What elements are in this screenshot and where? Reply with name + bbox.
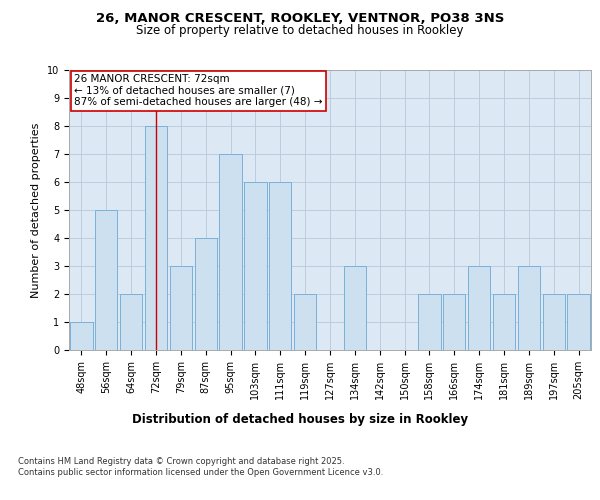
Bar bbox=[518, 266, 540, 350]
Bar bbox=[493, 294, 515, 350]
Bar bbox=[220, 154, 242, 350]
Text: 26 MANOR CRESCENT: 72sqm
← 13% of detached houses are smaller (7)
87% of semi-de: 26 MANOR CRESCENT: 72sqm ← 13% of detach… bbox=[74, 74, 323, 108]
Bar bbox=[468, 266, 490, 350]
Bar bbox=[145, 126, 167, 350]
Bar bbox=[95, 210, 118, 350]
Bar bbox=[418, 294, 440, 350]
Bar bbox=[120, 294, 142, 350]
Text: Distribution of detached houses by size in Rookley: Distribution of detached houses by size … bbox=[132, 412, 468, 426]
Bar bbox=[344, 266, 366, 350]
Bar bbox=[244, 182, 266, 350]
Bar bbox=[443, 294, 466, 350]
Y-axis label: Number of detached properties: Number of detached properties bbox=[31, 122, 41, 298]
Bar bbox=[170, 266, 192, 350]
Bar bbox=[294, 294, 316, 350]
Bar bbox=[542, 294, 565, 350]
Bar bbox=[70, 322, 92, 350]
Bar bbox=[269, 182, 292, 350]
Text: Size of property relative to detached houses in Rookley: Size of property relative to detached ho… bbox=[136, 24, 464, 37]
Text: Contains HM Land Registry data © Crown copyright and database right 2025.
Contai: Contains HM Land Registry data © Crown c… bbox=[18, 458, 383, 477]
Bar bbox=[568, 294, 590, 350]
Text: 26, MANOR CRESCENT, ROOKLEY, VENTNOR, PO38 3NS: 26, MANOR CRESCENT, ROOKLEY, VENTNOR, PO… bbox=[96, 12, 504, 26]
Bar bbox=[194, 238, 217, 350]
